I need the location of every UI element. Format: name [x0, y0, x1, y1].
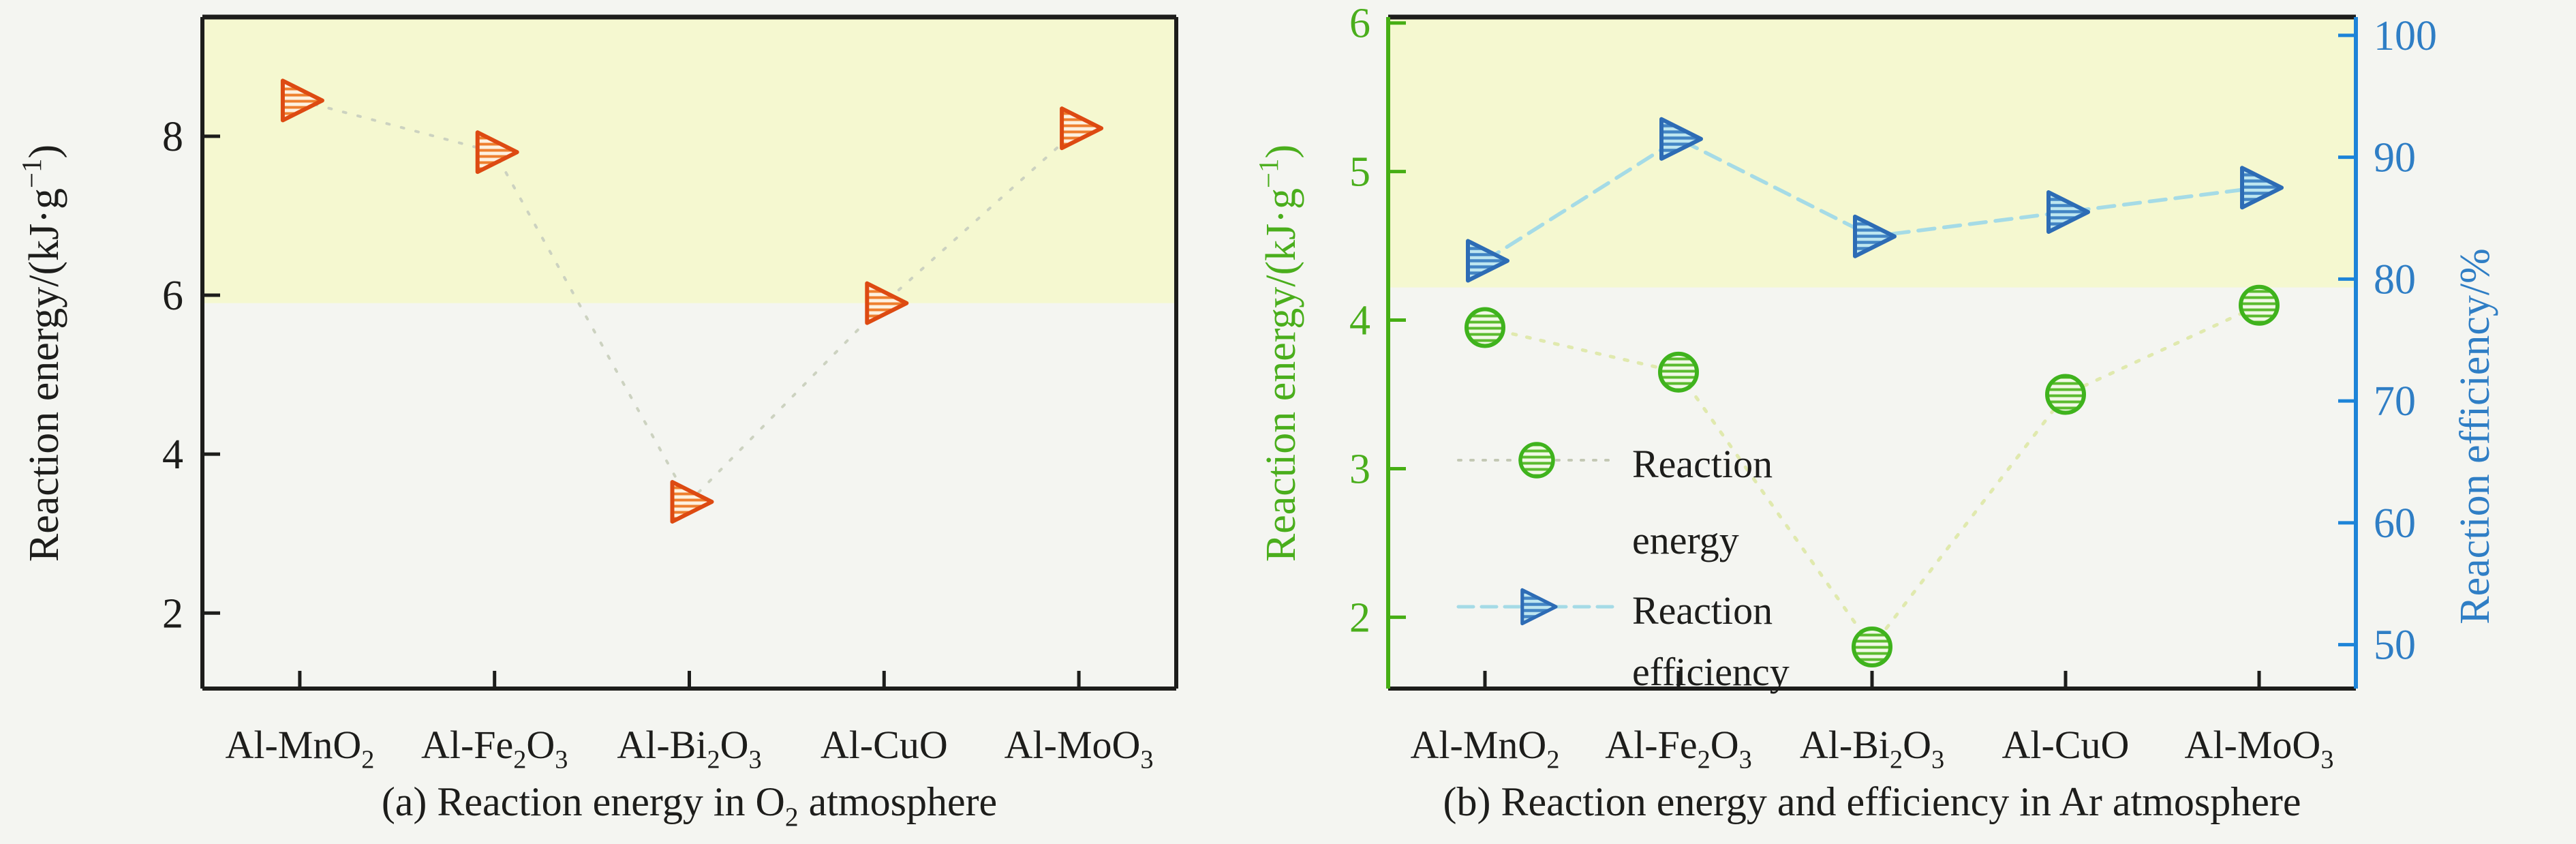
- x-tick-label-a-2: Al-Bi2O3: [617, 723, 761, 774]
- marker-a-energy-0: [280, 78, 324, 123]
- y-tick-label-b-right-100: 100: [2374, 13, 2437, 59]
- y-tick-label-b-left-4: 4: [1349, 298, 1370, 344]
- marker-b-efficiency-1: [1659, 117, 1703, 161]
- y-tick-label-b-right-70: 70: [2374, 378, 2416, 425]
- marker-a-energy-4: [1060, 106, 1104, 151]
- marker-b-efficiency-2: [1853, 214, 1897, 258]
- y-tick-label-b-right-60: 60: [2374, 500, 2416, 547]
- legend-b: Reaction energy Reaction efficiency: [1456, 442, 1790, 694]
- y-tick-label-b-left-2: 2: [1349, 594, 1370, 641]
- x-tick-label-b-0: Al-MnO2: [1411, 723, 1560, 774]
- x-tick-label-b-3: Al-CuO: [2002, 723, 2130, 767]
- marker-b-efficiency-4: [2240, 166, 2284, 210]
- legend-label-efficiency-line1: Reaction: [1632, 588, 1773, 633]
- y-tick-label-a-2: 2: [162, 590, 183, 637]
- marker-b-energy-0: [1465, 307, 1505, 348]
- marker-b-energy-4: [2239, 284, 2280, 326]
- x-tick-label-a-0: Al-MnO2: [225, 723, 374, 774]
- legend-label-efficiency-line2: efficiency: [1632, 650, 1790, 694]
- marker-b-energy-1: [1658, 351, 1699, 393]
- legend-label-energy-line2: energy: [1632, 518, 1739, 562]
- y-tick-label-b-right-50: 50: [2374, 622, 2416, 669]
- caption-b: (b) Reaction energy and efficiency in Ar…: [1443, 779, 2301, 824]
- x-tick-label-a-3: Al-CuO: [821, 723, 948, 767]
- marker-a-energy-1: [475, 130, 519, 175]
- marker-b-efficiency-0: [1466, 239, 1509, 283]
- y-tick-label-b-left-5: 5: [1349, 149, 1370, 196]
- y-tick-label-a-6: 6: [162, 273, 183, 319]
- panel-b: 2 3 4 5 6 50 60 70 80 90 100 Al-MnO2 Al-Fe2O3 Al-Bi2O…: [1253, 1, 2498, 824]
- x-tick-label-b-4: Al-MoO3: [2185, 723, 2334, 774]
- y-axis-title-b-left: Reaction energy/(kJ·g−1): [1253, 145, 1304, 562]
- y-tick-label-b-right-90: 90: [2374, 135, 2416, 181]
- x-tick-label-a-1: Al-Fe2O3: [421, 723, 568, 774]
- marker-a-energy-2: [670, 480, 714, 524]
- y-tick-label-b-left-3: 3: [1349, 446, 1370, 492]
- marker-b-efficiency-3: [2046, 190, 2090, 235]
- series-line-b-energy: [1483, 303, 2261, 650]
- legend-marker-efficiency: [1520, 588, 1558, 626]
- caption-a: (a) Reaction energy in O2 atmosphere: [382, 779, 997, 832]
- highlight-band-a: [202, 17, 1176, 303]
- y-axis-title-b-right: Reaction efficiency/%: [2452, 248, 2498, 624]
- y-tick-label-b-left-6: 6: [1349, 1, 1370, 47]
- panel-a: 2 4 6 8 Al-MnO2 Al-Fe2O3 Al-Bi2O3 Al-CuO Al-MoO3…: [16, 14, 1178, 832]
- y-tick-label-a-8: 8: [162, 114, 183, 160]
- y-tick-label-a-4: 4: [162, 432, 183, 478]
- marker-b-energy-3: [2045, 374, 2086, 415]
- y-tick-label-b-right-80: 80: [2374, 256, 2416, 303]
- marker-b-energy-2: [1852, 626, 1892, 667]
- x-tick-label-b-2: Al-Bi2O3: [1800, 723, 1944, 774]
- x-tick-label-a-4: Al-MoO3: [1005, 723, 1154, 774]
- legend-label-energy-line1: Reaction: [1632, 442, 1773, 486]
- marker-a-energy-3: [865, 281, 909, 325]
- x-tick-label-b-1: Al-Fe2O3: [1605, 723, 1752, 774]
- legend-marker-energy: [1518, 442, 1555, 479]
- y-axis-title-a: Reaction energy/(kJ·g−1): [16, 145, 67, 562]
